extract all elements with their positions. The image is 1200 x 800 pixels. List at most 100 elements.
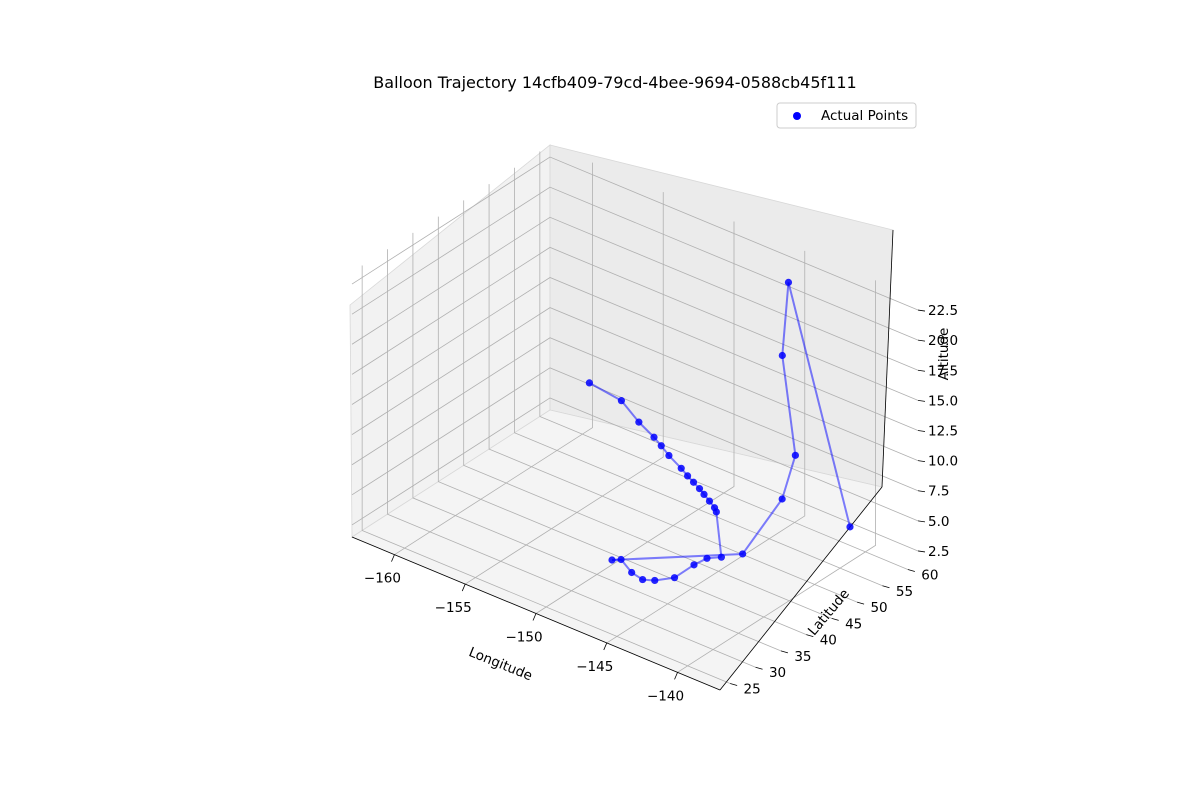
y-gridline [514, 167, 883, 587]
trajectory-segment [741, 498, 783, 555]
x-tick-label: −150 [505, 630, 542, 646]
z-tick-mark [917, 399, 926, 402]
x-gridline [394, 162, 593, 555]
legend-label: Actual Points [821, 108, 908, 124]
data-point-2 [617, 397, 626, 405]
y-tick-label: 30 [769, 665, 786, 681]
y-tick-label: 40 [820, 633, 837, 649]
data-point-12 [705, 497, 714, 505]
trajectory-segment [781, 282, 790, 356]
y-tick-label: 25 [744, 681, 761, 697]
z-gridline [351, 246, 919, 401]
data-point-21 [628, 568, 636, 577]
x-tick-mark [461, 583, 466, 592]
trajectory-points [585, 278, 854, 585]
x-tick-mark [532, 613, 537, 621]
z-tick-mark [917, 550, 926, 553]
z-tick-mark [917, 369, 926, 372]
x-gridline [677, 280, 876, 673]
data-point-17 [690, 561, 698, 569]
data-point-18 [670, 574, 679, 582]
z-tick-label: 2.5 [928, 544, 949, 560]
data-point-5 [657, 442, 665, 450]
trajectory-segment [787, 282, 851, 528]
y-gridline [539, 151, 908, 570]
x-tick-label: −140 [647, 688, 684, 704]
trajectory-segment [588, 382, 622, 402]
chart-title: Balloon Trajectory 14cfb409-79cd-4bee-96… [373, 73, 856, 92]
data-point-15 [717, 553, 725, 561]
legend: Actual Points [776, 102, 917, 129]
data-point-9 [689, 478, 698, 486]
data-point-27 [778, 351, 786, 360]
data-point-10 [695, 485, 704, 493]
x-tick-mark [674, 672, 678, 680]
trajectory-segment [781, 355, 797, 456]
data-point-20 [639, 575, 647, 584]
z-tick-mark [917, 309, 926, 312]
data-point-22 [617, 555, 625, 564]
x-tick-mark [603, 642, 608, 651]
z-tick-label: 10.0 [928, 454, 958, 470]
z-gridline [351, 397, 919, 552]
z-tick-label: 22.5 [928, 303, 958, 319]
data-point-24 [739, 550, 747, 558]
data-point-23 [608, 556, 616, 564]
y-gridline [387, 249, 756, 668]
data-point-3 [635, 418, 643, 426]
z-axis-line [881, 229, 894, 488]
data-point-14 [712, 508, 720, 516]
y-tick-mark [882, 585, 890, 589]
data-point-28 [784, 278, 793, 286]
y-tick-mark [831, 617, 839, 621]
z-tick-mark [917, 520, 926, 523]
data-point-16 [703, 554, 711, 562]
z-gridline [351, 337, 919, 492]
z-gridline [351, 307, 919, 461]
y-gridline [412, 232, 782, 652]
data-point-29 [846, 523, 854, 531]
z-tick-mark [917, 490, 926, 493]
y-tick-mark [806, 634, 814, 638]
x-tick-label: −160 [364, 571, 401, 587]
z-gridline [351, 216, 919, 371]
x-gridline [606, 250, 806, 644]
grid-lines [351, 151, 919, 684]
z-tick-label: 7.5 [928, 484, 949, 500]
z-tick-label: 17.5 [928, 363, 958, 379]
z-tick-mark [917, 339, 926, 342]
x-tick-label: −145 [576, 659, 613, 675]
y-tick-mark [755, 666, 763, 670]
trajectory-segment [620, 400, 640, 423]
y-gridline [361, 265, 731, 684]
z-tick-mark [917, 430, 926, 432]
x-gridline [465, 192, 664, 585]
y-tick-label: 45 [845, 616, 862, 632]
y-tick-mark [856, 601, 865, 605]
data-point-1 [585, 379, 593, 387]
z-tick-label: 20.0 [928, 333, 958, 349]
trajectory-segment [673, 564, 695, 579]
z-gridline [351, 277, 919, 431]
y-tick-label: 60 [921, 568, 938, 584]
trajectory-segment [781, 455, 797, 500]
y-tick-label: 50 [870, 600, 887, 616]
y-tick-label: 35 [794, 649, 811, 665]
y-gridline [488, 184, 858, 603]
y-gridline [463, 200, 832, 619]
axis-panes [349, 144, 894, 691]
z-tick-mark [917, 460, 926, 463]
legend-box [776, 102, 917, 129]
legend-marker [793, 112, 801, 120]
data-point-11 [700, 490, 708, 499]
y-gridline [437, 216, 807, 636]
trajectory-segment [715, 511, 723, 558]
data-point-6 [665, 451, 673, 460]
data-point-7 [677, 464, 685, 472]
x-tick-label: −155 [435, 600, 472, 616]
z-tick-label: 15.0 [928, 393, 958, 409]
z-gridline [351, 156, 919, 311]
y-tick-mark [730, 683, 738, 686]
x-tick-mark [391, 554, 395, 562]
